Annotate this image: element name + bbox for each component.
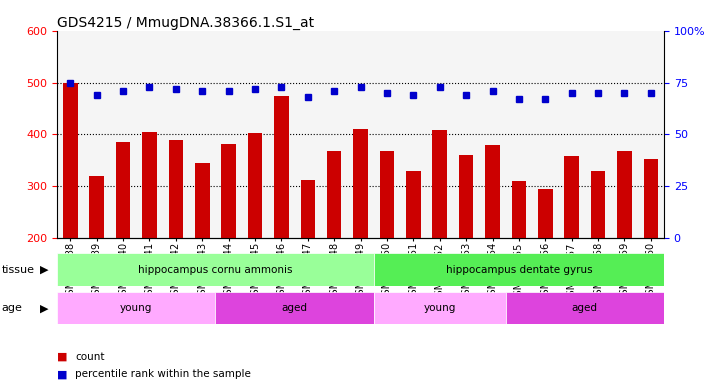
Bar [564, 156, 579, 342]
Bar [57, 292, 216, 324]
Bar [89, 176, 104, 342]
Text: young: young [423, 303, 456, 313]
Bar [301, 180, 315, 342]
Bar [221, 144, 236, 342]
Bar [57, 253, 373, 286]
Bar [142, 132, 157, 342]
Text: young: young [120, 303, 153, 313]
Bar [373, 253, 664, 286]
Text: ▶: ▶ [40, 303, 49, 313]
Bar [63, 83, 78, 342]
Text: ■: ■ [57, 352, 68, 362]
Bar [433, 130, 447, 342]
Bar [216, 292, 373, 324]
Bar [274, 96, 288, 342]
Bar [327, 151, 341, 342]
Text: ▶: ▶ [40, 265, 49, 275]
Text: hippocampus cornu ammonis: hippocampus cornu ammonis [139, 265, 293, 275]
Text: aged: aged [572, 303, 598, 313]
Text: hippocampus dentate gyrus: hippocampus dentate gyrus [446, 265, 592, 275]
Bar [406, 170, 421, 342]
Text: percentile rank within the sample: percentile rank within the sample [75, 369, 251, 379]
Bar [195, 163, 209, 342]
Text: age: age [1, 303, 22, 313]
Bar [116, 142, 131, 342]
Bar [380, 151, 394, 342]
Bar [169, 139, 183, 342]
Bar [512, 181, 526, 342]
Bar [373, 292, 506, 324]
Text: GDS4215 / MmugDNA.38366.1.S1_at: GDS4215 / MmugDNA.38366.1.S1_at [57, 16, 314, 30]
Bar [538, 189, 553, 342]
Text: count: count [75, 352, 104, 362]
Text: aged: aged [281, 303, 308, 313]
Bar [248, 133, 262, 342]
Bar [617, 151, 632, 342]
Bar [590, 170, 605, 342]
Text: tissue: tissue [1, 265, 34, 275]
Text: ■: ■ [57, 369, 68, 379]
Bar [643, 159, 658, 342]
Bar [459, 155, 473, 342]
Bar [506, 292, 664, 324]
Bar [353, 129, 368, 342]
Bar [486, 145, 500, 342]
